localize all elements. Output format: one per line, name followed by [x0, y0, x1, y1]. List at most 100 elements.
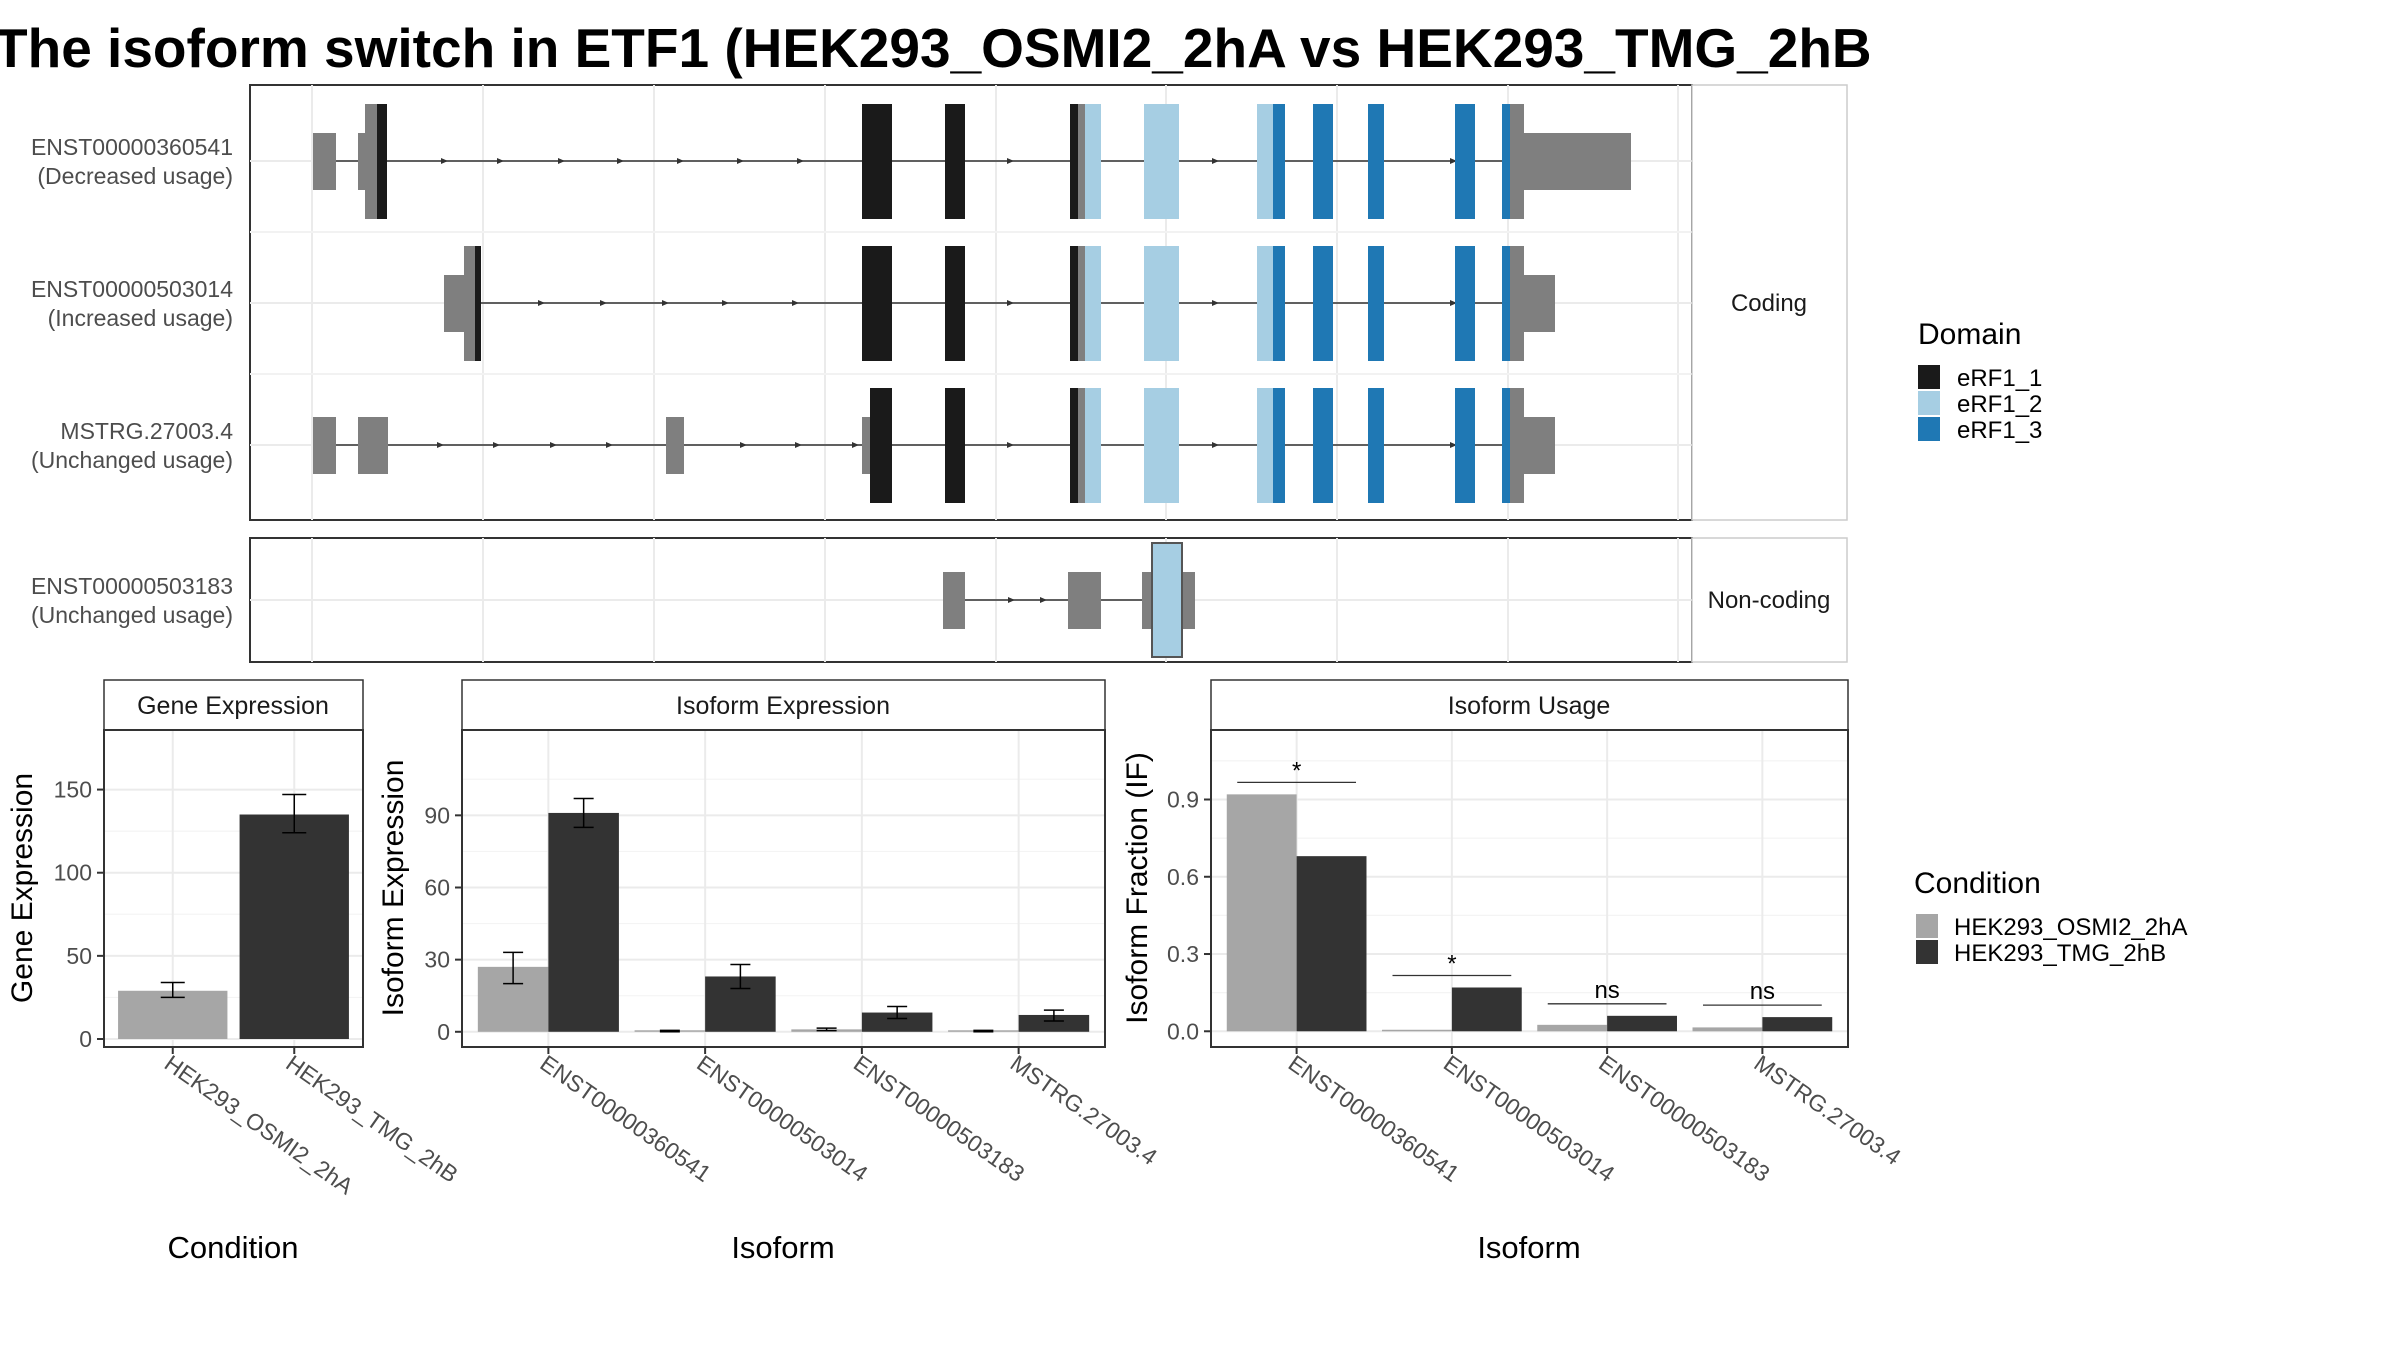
eRF1_1-domain: [945, 104, 965, 219]
bar: [1451, 987, 1522, 1032]
utr-exon: [464, 246, 476, 361]
bar: [1296, 856, 1367, 1032]
utr-exon: [313, 417, 336, 474]
bar: [1607, 1015, 1677, 1032]
eRF1_2-domain: [1085, 388, 1101, 503]
transcript-status: (Unchanged usage): [31, 447, 233, 473]
transcript-status: (Decreased usage): [37, 163, 233, 189]
transcript-id: ENST00000360541: [31, 134, 233, 160]
error-bar: [887, 1005, 908, 1020]
bar: [1382, 1029, 1452, 1032]
error-bar: [573, 797, 594, 829]
eRF1_1-domain: [862, 104, 892, 219]
transcript-track: [943, 542, 1195, 658]
intron-arrows: [1008, 597, 1047, 603]
panel-strip: [461, 679, 1106, 731]
bar: [118, 990, 228, 1039]
eRF1_2-domain: [1144, 246, 1179, 361]
y-tick-label: 0.3: [1167, 941, 1199, 967]
bar: [861, 1012, 933, 1032]
utr-exon: [943, 572, 965, 629]
error-bar: [282, 793, 307, 834]
y-tick-label: 60: [424, 874, 450, 900]
panel-strip-label: Isoform Expression: [676, 692, 890, 720]
eRF1_3-domain: [1313, 388, 1333, 503]
y-axis-title: Gene Expression: [6, 773, 39, 1003]
x-tick-label: ENST00000503014: [692, 1050, 873, 1187]
bar: [239, 814, 349, 1039]
error-bar: [1043, 1009, 1064, 1022]
noncoding-strip-label: Non-coding: [1708, 587, 1831, 614]
transcript-id: MSTRG.27003.4: [60, 418, 233, 444]
eRF1_3-domain: [1313, 246, 1333, 361]
condition-legend: Condition HEK293_OSMI2_2hA HEK293_TMG_2h…: [1914, 867, 2187, 967]
utr-exon: [1524, 133, 1631, 190]
eRF1_3-domain: [1455, 246, 1475, 361]
eRF1_1-domain: [945, 246, 965, 361]
significance-label: *: [1292, 757, 1301, 784]
x-tick-label: MSTRG.27003.4: [1006, 1050, 1162, 1170]
eRF1_1-domain: [870, 388, 892, 503]
eRF1_1-domain: [1070, 104, 1078, 219]
eRF1_2-domain: [1078, 388, 1085, 503]
y-tick-label: 0: [79, 1026, 92, 1052]
transcript-status: (Increased usage): [48, 305, 233, 331]
bar: [1537, 1024, 1608, 1032]
noncoding-strip: [1691, 537, 1848, 663]
eRF1_2-domain: [1257, 388, 1273, 503]
eRF1_3-domain: [1368, 104, 1384, 219]
transcript-track: [313, 104, 1631, 219]
eRF1_3-domain: [1455, 104, 1475, 219]
gene-expression-marks: [118, 793, 349, 1039]
eRF1_2-domain: [1144, 104, 1179, 219]
error-bar: [160, 981, 185, 999]
eRF1_2-domain: [1151, 542, 1183, 658]
y-tick-label: 100: [54, 860, 92, 886]
legend-swatch-eRF1_1: [1918, 365, 1940, 389]
eRF1_2-domain: [1085, 246, 1101, 361]
error-bar: [659, 1029, 680, 1033]
legend-label: HEK293_TMG_2hB: [1954, 940, 2166, 967]
y-axis-title: Isoform Fraction (IF): [1121, 752, 1154, 1024]
legend-swatch-eRF1_2: [1918, 391, 1940, 415]
utr-exon: [365, 104, 377, 219]
eRF1_3-domain: [1368, 246, 1384, 361]
panel-strip: [103, 679, 364, 731]
legend-label: eRF1_1: [1957, 365, 2042, 392]
utr-exon: [1524, 417, 1555, 474]
x-tick-label: ENST00000360541: [1284, 1050, 1464, 1187]
eRF1_2-domain: [1144, 388, 1179, 503]
legend-label: eRF1_2: [1957, 391, 2042, 418]
eRF1_3-domain: [1368, 388, 1384, 503]
eRF1_1-domain: [862, 246, 892, 361]
legend-swatch-eRF1_3: [1918, 417, 1940, 441]
plot-border: [461, 729, 1106, 1048]
domain-legend-title: Domain: [1918, 318, 2021, 351]
eRF1_2-domain: [1257, 104, 1273, 219]
legend-swatch-condition-b: [1916, 940, 1938, 964]
eRF1_1-domain: [1070, 388, 1078, 503]
utr-exon: [1510, 246, 1524, 361]
transcript-id: ENST00000503014: [31, 276, 233, 302]
error-bar: [503, 951, 524, 985]
plot-border: [1210, 729, 1849, 1048]
eRF1_3-domain: [1455, 388, 1475, 503]
eRF1_3-domain: [1273, 388, 1285, 503]
utr-exon: [862, 417, 870, 474]
eRF1_2-domain: [1078, 246, 1085, 361]
significance-label: *: [1447, 950, 1456, 977]
utr-exon: [358, 417, 388, 474]
y-tick-label: 0.0: [1167, 1018, 1199, 1044]
x-tick-label: ENST00000503183: [1594, 1050, 1774, 1187]
y-axis-title: Isoform Expression: [377, 760, 410, 1017]
y-tick-label: 0.6: [1167, 864, 1199, 890]
eRF1_3-domain: [1502, 388, 1510, 503]
figure-title: The isoform switch in ETF1 (HEK293_OSMI2…: [0, 17, 1869, 79]
eRF1_1-domain: [475, 246, 481, 361]
x-tick-label: MSTRG.27003.4: [1750, 1050, 1906, 1170]
eRF1_2-domain: [1078, 104, 1085, 219]
eRF1_3-domain: [1502, 104, 1510, 219]
legend-label: eRF1_3: [1957, 417, 2042, 444]
bar: [1226, 794, 1297, 1032]
